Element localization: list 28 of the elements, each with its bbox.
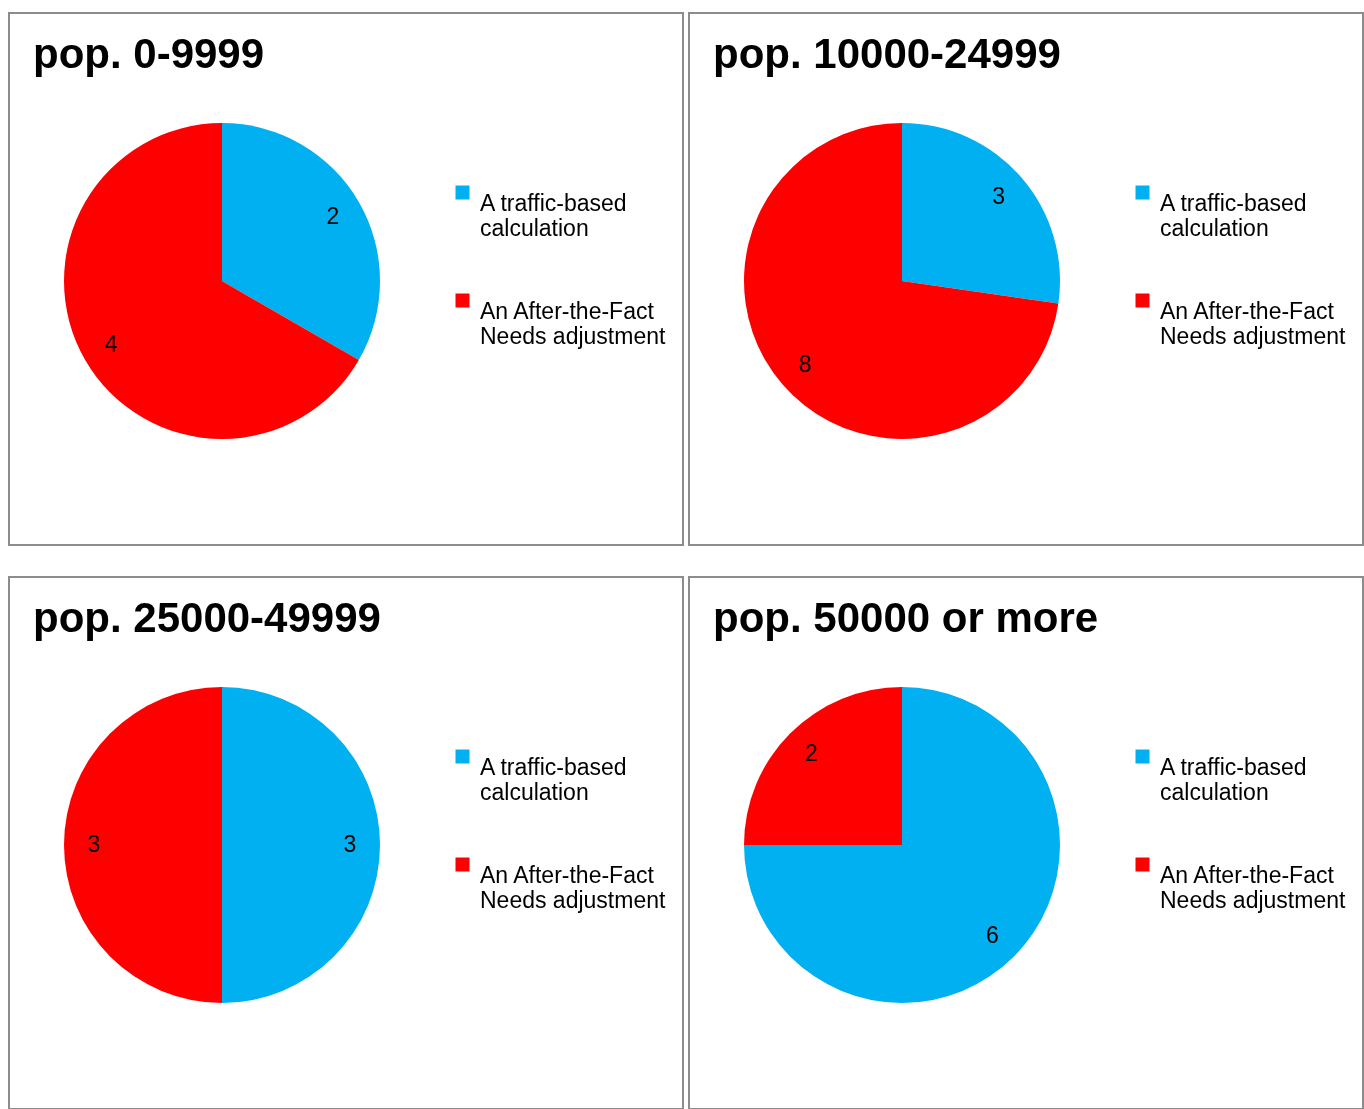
pie-slice bbox=[744, 687, 902, 845]
pie-slice bbox=[222, 123, 380, 360]
chart-title: pop. 10000-24999 bbox=[713, 30, 1061, 77]
legend-label: A traffic-based calculation bbox=[480, 753, 627, 805]
pie-slice bbox=[902, 123, 1060, 304]
data-label: 6 bbox=[986, 921, 999, 948]
data-label: 3 bbox=[87, 831, 101, 857]
chart-title: pop. 50000 or more bbox=[713, 594, 1099, 641]
data-label: 8 bbox=[798, 350, 812, 377]
legend-label: A traffic-based calculation bbox=[1160, 189, 1307, 241]
legend-label: An After-the-Fact Needs adjustment bbox=[1160, 297, 1346, 349]
legend-label: A traffic-based calculation bbox=[480, 189, 627, 241]
pie-slice bbox=[64, 123, 359, 439]
legend-label: An After-the-Fact Needs adjustment bbox=[480, 297, 666, 349]
legend-label: An After-the-Fact Needs adjustment bbox=[480, 861, 666, 913]
data-label: 3 bbox=[343, 831, 357, 857]
chart-title: pop. 0-9999 bbox=[33, 30, 265, 77]
pie-slice bbox=[64, 687, 222, 1003]
pie-slice bbox=[744, 687, 1060, 1003]
data-label: 2 bbox=[805, 740, 818, 767]
chart-title: pop. 25000-49999 bbox=[33, 594, 381, 641]
data-label: 4 bbox=[104, 331, 118, 357]
legend-label: An After-the-Fact Needs adjustment bbox=[1160, 861, 1346, 913]
data-label: 2 bbox=[326, 203, 340, 229]
pie-slice bbox=[744, 123, 1059, 439]
legend-label: A traffic-based calculation bbox=[1160, 753, 1307, 805]
data-label: 3 bbox=[992, 183, 1006, 210]
pie-slice bbox=[222, 687, 380, 1003]
